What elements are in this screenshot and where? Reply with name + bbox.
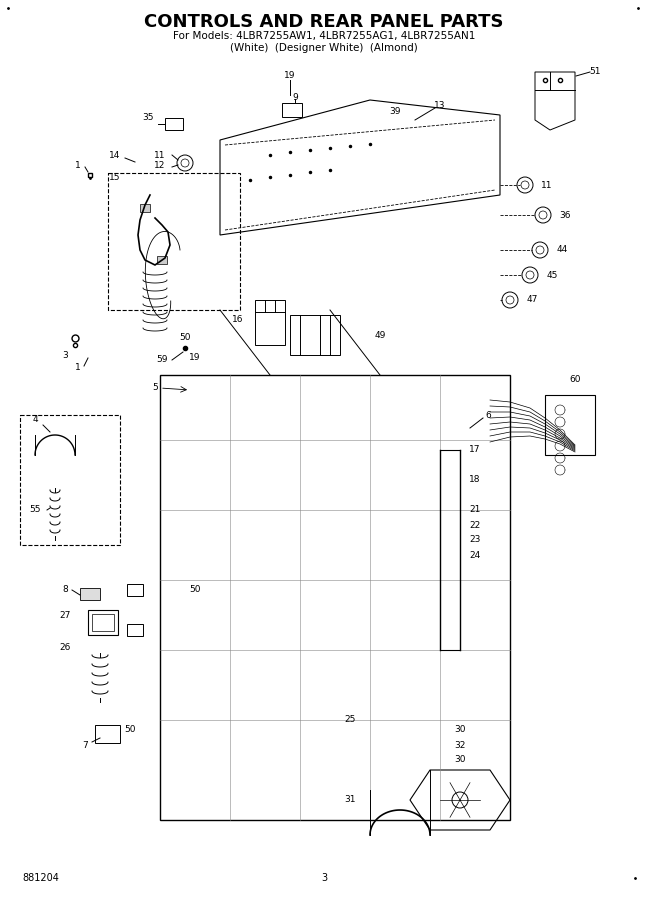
Text: 12: 12 bbox=[154, 161, 166, 170]
Text: 25: 25 bbox=[344, 716, 356, 724]
Text: 11: 11 bbox=[154, 150, 166, 159]
Bar bbox=[282, 103, 302, 117]
Bar bbox=[545, 395, 595, 455]
Text: (White)  (Designer White)  (Almond): (White) (Designer White) (Almond) bbox=[230, 43, 418, 53]
Text: 17: 17 bbox=[469, 446, 481, 454]
Text: 19: 19 bbox=[284, 70, 295, 79]
Text: 47: 47 bbox=[526, 295, 538, 304]
Text: 59: 59 bbox=[156, 356, 168, 364]
Text: 881204: 881204 bbox=[22, 873, 59, 883]
Text: 14: 14 bbox=[110, 150, 121, 159]
Text: 19: 19 bbox=[189, 354, 201, 363]
Text: 50: 50 bbox=[179, 334, 191, 343]
Text: 60: 60 bbox=[569, 375, 581, 384]
Bar bbox=[157, 256, 167, 264]
Text: 30: 30 bbox=[454, 755, 466, 764]
Text: 36: 36 bbox=[559, 211, 571, 220]
Text: 9: 9 bbox=[292, 94, 298, 103]
Bar bbox=[127, 624, 143, 636]
Bar bbox=[127, 584, 143, 596]
Text: 4: 4 bbox=[32, 416, 38, 425]
Text: 18: 18 bbox=[469, 475, 481, 484]
Text: 51: 51 bbox=[589, 68, 601, 76]
Bar bbox=[165, 118, 183, 130]
Text: 3: 3 bbox=[321, 873, 327, 883]
Text: 5: 5 bbox=[152, 383, 158, 392]
Text: CONTROLS AND REAR PANEL PARTS: CONTROLS AND REAR PANEL PARTS bbox=[145, 13, 503, 31]
Text: 6: 6 bbox=[485, 410, 491, 419]
Text: 45: 45 bbox=[546, 271, 558, 280]
Text: 50: 50 bbox=[189, 586, 201, 595]
Text: 1: 1 bbox=[75, 160, 81, 169]
Text: 22: 22 bbox=[469, 520, 481, 529]
Text: 7: 7 bbox=[82, 741, 88, 750]
Text: 39: 39 bbox=[389, 107, 400, 116]
Text: 11: 11 bbox=[541, 181, 553, 190]
Text: 31: 31 bbox=[344, 796, 356, 805]
Text: 1: 1 bbox=[75, 364, 81, 373]
Text: 27: 27 bbox=[60, 610, 71, 619]
Text: 49: 49 bbox=[375, 330, 386, 339]
Text: 8: 8 bbox=[62, 586, 68, 595]
Bar bbox=[80, 588, 100, 600]
Text: 15: 15 bbox=[110, 174, 121, 183]
Text: For Models: 4LBR7255AW1, 4LBR7255AG1, 4LBR7255AN1: For Models: 4LBR7255AW1, 4LBR7255AG1, 4L… bbox=[173, 31, 475, 41]
Text: 13: 13 bbox=[434, 101, 446, 110]
Text: 24: 24 bbox=[469, 551, 481, 560]
Text: 35: 35 bbox=[143, 113, 154, 122]
Bar bbox=[140, 204, 150, 212]
Text: 32: 32 bbox=[454, 741, 466, 750]
Text: 21: 21 bbox=[469, 506, 481, 515]
Bar bbox=[95, 725, 120, 743]
Text: 30: 30 bbox=[454, 725, 466, 734]
Bar bbox=[92, 614, 114, 631]
Bar bbox=[88, 610, 118, 635]
Text: 44: 44 bbox=[557, 246, 568, 255]
Text: 26: 26 bbox=[60, 644, 71, 652]
Text: 16: 16 bbox=[232, 316, 244, 325]
Text: 23: 23 bbox=[469, 536, 481, 544]
Text: 50: 50 bbox=[124, 725, 135, 734]
Text: 3: 3 bbox=[62, 350, 68, 359]
Text: 55: 55 bbox=[29, 506, 41, 515]
